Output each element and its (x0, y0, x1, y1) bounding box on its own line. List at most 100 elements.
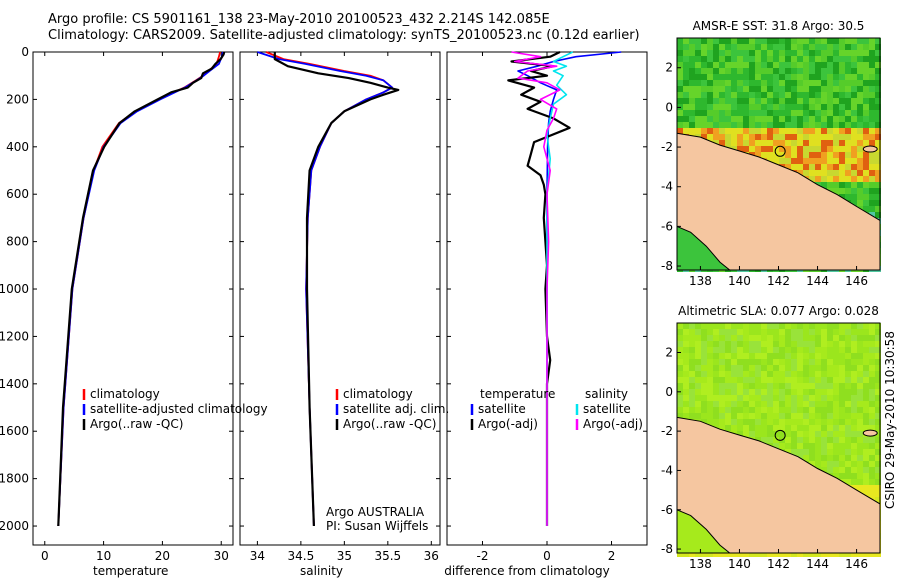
sla_map-cell (863, 491, 869, 497)
sst_map-cell (749, 134, 755, 140)
sst_map-cell (809, 170, 815, 176)
sla_map-cell (827, 443, 833, 449)
sla_map-cell (875, 371, 881, 377)
sla_map-cell (695, 323, 701, 329)
sla_map-cell (695, 353, 701, 359)
sla_map-cell (809, 407, 815, 413)
sla_map-cell (677, 341, 683, 347)
sst_map-cell (731, 98, 737, 104)
sst_map-cell (713, 98, 719, 104)
sla_map-cell (779, 329, 785, 335)
sla_map-cell (707, 371, 713, 377)
depth-tick-label: 400 (6, 140, 29, 154)
sla_map-cell (683, 365, 689, 371)
sla_map-cell (767, 419, 773, 425)
sla_map-cell (857, 401, 863, 407)
sst_map-cell (827, 38, 833, 44)
sla_map-cell (695, 395, 701, 401)
sst_map-cell (677, 50, 683, 56)
sla_map-cell (797, 437, 803, 443)
sst_map-cell (833, 176, 839, 182)
sst_map-cell (785, 158, 791, 164)
sla_map-cell (809, 425, 815, 431)
sla_map-cell (827, 377, 833, 383)
sla_map-cell (743, 365, 749, 371)
sla_map-cell (695, 341, 701, 347)
salinity-series-line (273, 52, 400, 527)
sst_map-cell (869, 56, 875, 62)
sst_map-cell (827, 92, 833, 98)
difference-series-line (546, 51, 574, 526)
sla_map-cell (725, 347, 731, 353)
float-annotation: PI: Susan Wijffels (326, 519, 428, 533)
sst_map-cell (695, 56, 701, 62)
sla_map-cell (857, 383, 863, 389)
sst_map-cell (851, 38, 857, 44)
sst_map-cell (839, 182, 845, 188)
sst_map-cell (821, 146, 827, 152)
sst_map-cell (809, 104, 815, 110)
sst_map-cell (797, 152, 803, 158)
sla_map-cell (857, 365, 863, 371)
sst_map-cell (707, 44, 713, 50)
sst_map-cell (779, 44, 785, 50)
sla_map-cell (851, 479, 857, 485)
sla_map-cell (863, 425, 869, 431)
sst_map-cell (875, 164, 881, 170)
sla_map-cell (797, 353, 803, 359)
sst_map-cell (875, 194, 881, 200)
temperature-xlabel: temperature (93, 564, 168, 578)
sla_map-cell (821, 449, 827, 455)
difference-legend-label: Argo(-adj) (478, 417, 538, 431)
sla_map-cell (683, 359, 689, 365)
sst_map-cell (785, 56, 791, 62)
sst_map-cell (707, 74, 713, 80)
difference-xlabel: difference from climatology (444, 564, 610, 578)
sst_map-cell (809, 152, 815, 158)
sla_map-cell (767, 371, 773, 377)
sst_map-cell (773, 104, 779, 110)
sla_map-cell (683, 389, 689, 395)
sst_map-cell (833, 50, 839, 56)
sst_map-cell (719, 92, 725, 98)
sst_map-cell (797, 56, 803, 62)
sla_map-cell (779, 389, 785, 395)
sla_map-cell (719, 353, 725, 359)
sla_map-cell (707, 359, 713, 365)
sst_map-cell (779, 98, 785, 104)
sla_map-cell (815, 389, 821, 395)
sst_map-cell (833, 56, 839, 62)
sla_map-cell (815, 437, 821, 443)
salinity-frame (239, 51, 441, 546)
sla_map-cell (809, 437, 815, 443)
sst_map-cell (821, 182, 827, 188)
sla_map-cell (779, 413, 785, 419)
sst_map-cell (857, 44, 863, 50)
sst_map-cell (827, 74, 833, 80)
sst_map-cell (833, 80, 839, 86)
sla_map-cell (785, 335, 791, 341)
sla_map-cell (701, 323, 707, 329)
sla_map-cell (833, 551, 839, 557)
sst_map-cell (731, 80, 737, 86)
sst_map-cell (767, 110, 773, 116)
sla_map-cell (725, 365, 731, 371)
sst_map-cell (821, 92, 827, 98)
sst_map-cell (803, 74, 809, 80)
sst_map-cell (689, 104, 695, 110)
sst_map-cell (851, 86, 857, 92)
sla_map-cell (797, 425, 803, 431)
sst_map-cell (821, 104, 827, 110)
sst_map-cell (869, 38, 875, 44)
sla_map-cell (767, 347, 773, 353)
sla_map-cell (701, 401, 707, 407)
sst_map-ytick-label: -2 (661, 140, 673, 154)
sla_map-cell (791, 347, 797, 353)
sst_map-cell (863, 176, 869, 182)
sla_map-cell (785, 401, 791, 407)
sla_map-cell (869, 407, 875, 413)
sst_map-cell (719, 50, 725, 56)
sst_map-cell (827, 170, 833, 176)
depth-tick-label: 1400 (0, 377, 29, 391)
sst_map-cell (869, 176, 875, 182)
